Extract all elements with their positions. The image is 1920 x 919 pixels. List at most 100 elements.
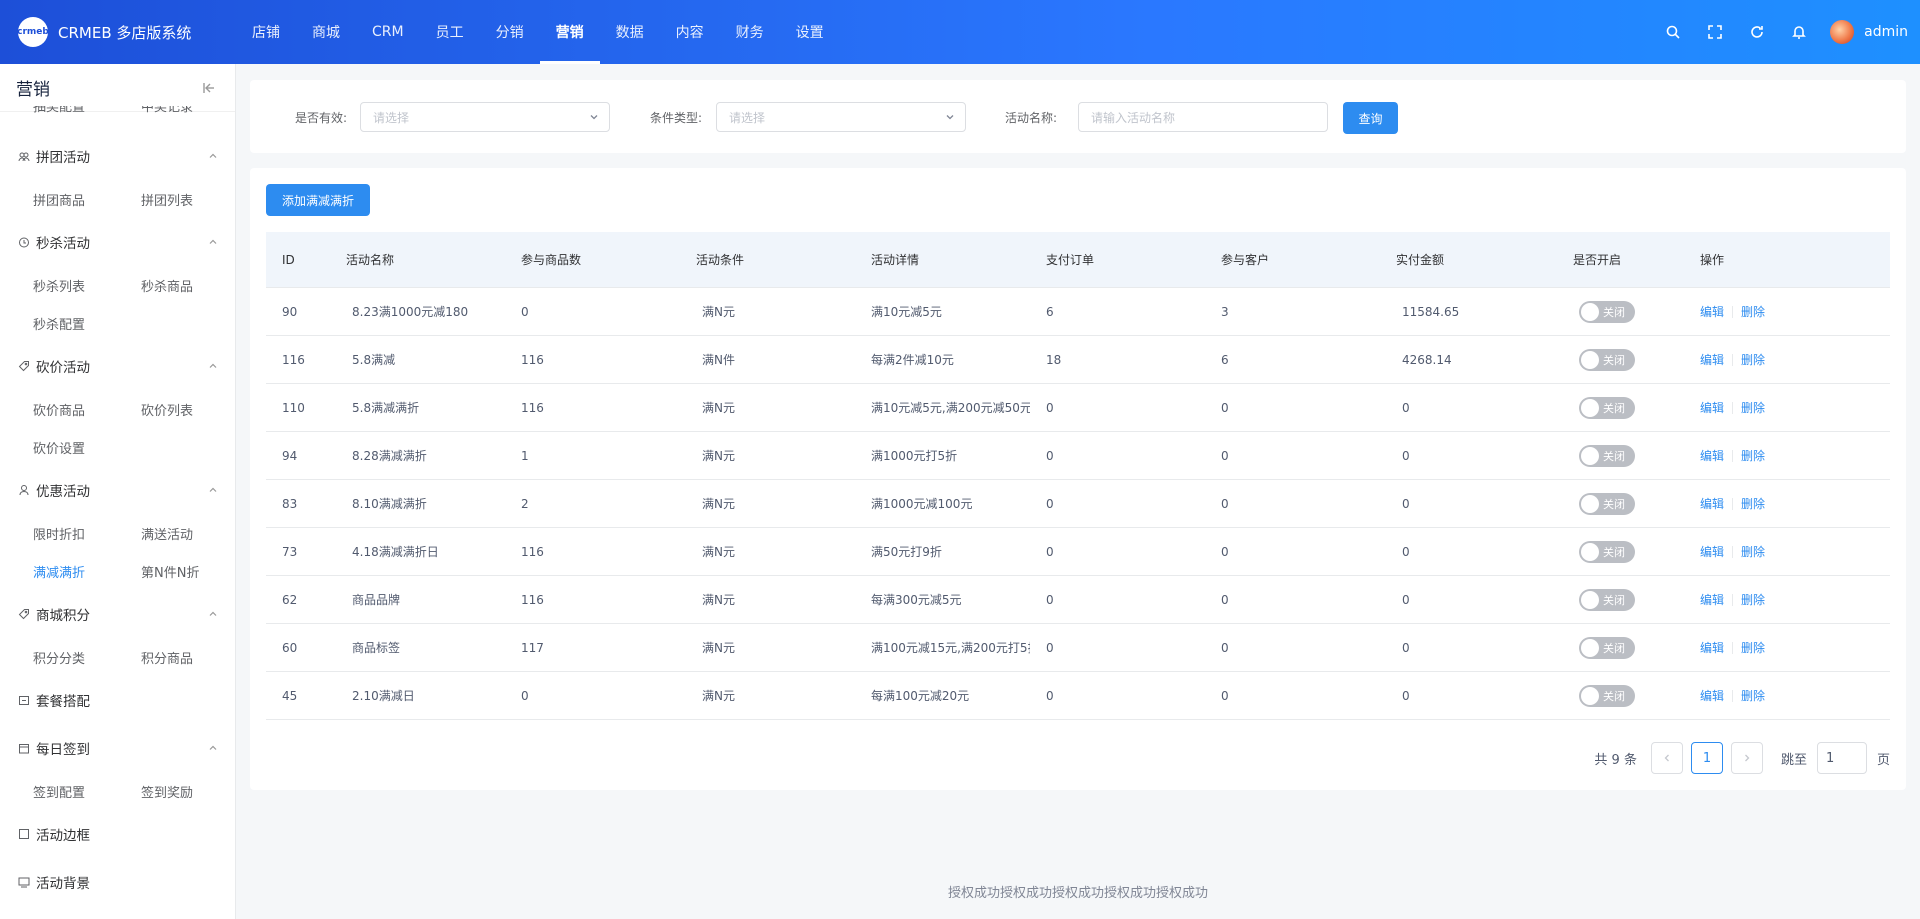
topnav-item-8[interactable]: 财务: [735, 25, 764, 41]
chevron-up-icon[interactable]: [208, 609, 218, 619]
prev-page-button[interactable]: [1650, 742, 1683, 774]
delete-button[interactable]: 删除: [1741, 449, 1766, 463]
chevron-up-icon[interactable]: [208, 743, 218, 753]
sidebar-group-label: 活动背景: [36, 876, 90, 892]
edit-button[interactable]: 编辑: [1700, 401, 1725, 415]
sidebar-group-8[interactable]: 活动背景: [0, 858, 235, 906]
avatar[interactable]: [1830, 20, 1855, 44]
jump-page-input[interactable]: 1: [1816, 742, 1867, 774]
edit-button[interactable]: 编辑: [1700, 353, 1725, 367]
edit-button[interactable]: 编辑: [1700, 641, 1725, 655]
delete-button[interactable]: 删除: [1741, 545, 1766, 559]
sidebar-group-1[interactable]: 秒杀活动: [0, 218, 235, 266]
delete-button[interactable]: 删除: [1741, 689, 1766, 703]
edit-button[interactable]: 编辑: [1700, 593, 1725, 607]
next-page-button[interactable]: [1730, 742, 1763, 774]
edit-button[interactable]: 编辑: [1700, 689, 1725, 703]
sidebar-group-7[interactable]: 活动边框: [0, 810, 235, 858]
sidebar-item-1-0[interactable]: 秒杀列表: [33, 279, 86, 295]
status-toggle[interactable]: 关闭: [1579, 684, 1635, 707]
sidebar-group-2[interactable]: 砍价活动: [0, 342, 235, 390]
delete-button[interactable]: 删除: [1741, 497, 1766, 511]
sidebar-item-2-2[interactable]: 砍价设置: [33, 441, 86, 457]
topnav-item-0[interactable]: 店铺: [252, 25, 280, 41]
sidebar-item-1-2[interactable]: 秒杀配置: [33, 317, 86, 333]
user-icon: [19, 485, 29, 496]
sidebar-group-4[interactable]: 商城积分: [0, 590, 235, 638]
bell-icon[interactable]: [1778, 0, 1820, 64]
sidebar-item-0-1[interactable]: 拼团列表: [141, 193, 194, 209]
sidebar-group-6[interactable]: 每日签到: [0, 724, 235, 772]
type-select[interactable]: 请选择: [716, 102, 966, 132]
refresh-icon[interactable]: [1736, 0, 1778, 64]
chevron-up-icon[interactable]: [208, 485, 218, 495]
edit-button[interactable]: 编辑: [1700, 497, 1725, 511]
topnav-item-9[interactable]: 设置: [795, 25, 824, 41]
delete-button[interactable]: 删除: [1741, 401, 1766, 415]
topnav-item-5[interactable]: 营销: [539, 0, 600, 64]
sidebar-group-5[interactable]: 套餐搭配: [0, 676, 235, 724]
delete-button[interactable]: 删除: [1741, 353, 1766, 367]
cell-status: 关闭: [1557, 684, 1683, 707]
sidebar-item-0-0[interactable]: 拼团商品: [33, 193, 86, 209]
header-tools: admin: [1652, 0, 1908, 64]
column-header: 参与客户: [1221, 253, 1270, 267]
add-discount-button[interactable]: 添加满减满折: [266, 184, 370, 216]
delete-button[interactable]: 删除: [1741, 305, 1766, 319]
status-toggle[interactable]: 关闭: [1579, 588, 1635, 611]
status-toggle[interactable]: 关闭: [1579, 636, 1635, 659]
chevron-up-icon[interactable]: [208, 361, 218, 371]
chevron-up-icon[interactable]: [208, 151, 218, 161]
sidebar-group-label-wrap: 优惠活动: [18, 480, 90, 500]
sidebar-item-4-1[interactable]: 积分商品: [141, 651, 194, 667]
status-toggle[interactable]: 关闭: [1579, 540, 1635, 563]
sidebar-item-cut-0[interactable]: 抽奖配置: [33, 106, 86, 115]
edit-button[interactable]: 编辑: [1700, 545, 1725, 559]
edit-button[interactable]: 编辑: [1700, 305, 1725, 319]
topnav-item-6[interactable]: 数据: [615, 25, 644, 41]
table-row: 73 4.18满减满折日 116 满N元 满50元打9折 0 0 0 关闭 编辑 删除: [266, 528, 1890, 576]
tag-icon: [18, 609, 29, 620]
cell-goods: 116: [521, 544, 544, 559]
status-toggle[interactable]: 关闭: [1579, 348, 1635, 371]
cell-amount: 0: [1402, 688, 1410, 703]
status-toggle[interactable]: 关闭: [1579, 444, 1635, 467]
app-logo[interactable]: crmeb CRMEB 多店版系统: [0, 17, 236, 47]
delete-button[interactable]: 删除: [1741, 593, 1766, 607]
sidebar-item-2-1[interactable]: 砍价列表: [141, 403, 194, 419]
status-toggle[interactable]: 关闭: [1579, 396, 1635, 419]
sidebar-item-3-3[interactable]: 第N件N折: [141, 565, 200, 581]
status-toggle[interactable]: 关闭: [1579, 300, 1635, 323]
valid-select[interactable]: 请选择: [360, 102, 610, 132]
sidebar-item-6-0[interactable]: 签到配置: [33, 785, 86, 801]
cell-detail: 满10元减5元: [871, 305, 942, 319]
topnav-item-1[interactable]: 商城: [312, 25, 340, 41]
search-icon[interactable]: [1652, 0, 1694, 64]
topnav-item-7[interactable]: 内容: [675, 25, 704, 41]
page-1-button[interactable]: 1: [1690, 742, 1723, 774]
search-button[interactable]: 查询: [1343, 102, 1398, 134]
sidebar-item-3-1[interactable]: 满送活动: [141, 527, 194, 543]
sidebar-group-label-wrap: 拼团活动: [18, 146, 90, 166]
status-toggle[interactable]: 关闭: [1579, 492, 1635, 515]
topnav-item-2[interactable]: CRM: [372, 24, 404, 40]
username[interactable]: admin: [1864, 24, 1908, 40]
name-input[interactable]: 请输入活动名称: [1078, 102, 1328, 132]
name-label: 活动名称:: [1005, 111, 1058, 125]
sidebar-item-6-1[interactable]: 签到奖励: [141, 785, 194, 801]
delete-button[interactable]: 删除: [1741, 641, 1766, 655]
sidebar-item-4-0[interactable]: 积分分类: [33, 651, 86, 667]
collapse-icon[interactable]: [201, 80, 217, 96]
chevron-up-icon[interactable]: [208, 237, 218, 247]
edit-button[interactable]: 编辑: [1700, 449, 1725, 463]
sidebar-item-3-0[interactable]: 限时折扣: [33, 527, 86, 543]
fullscreen-icon[interactable]: [1694, 0, 1736, 64]
topnav-item-4[interactable]: 分销: [495, 25, 524, 41]
sidebar-item-1-1[interactable]: 秒杀商品: [141, 279, 194, 295]
sidebar-item-3-2[interactable]: 满减满折: [33, 565, 86, 581]
sidebar-group-3[interactable]: 优惠活动: [0, 466, 235, 514]
topnav-item-3[interactable]: 员工: [435, 25, 464, 41]
sidebar-group-0[interactable]: 拼团活动: [0, 132, 235, 180]
sidebar-item-2-0[interactable]: 砍价商品: [33, 403, 86, 419]
sidebar-item-cut-1[interactable]: 中奖记录: [141, 106, 194, 115]
